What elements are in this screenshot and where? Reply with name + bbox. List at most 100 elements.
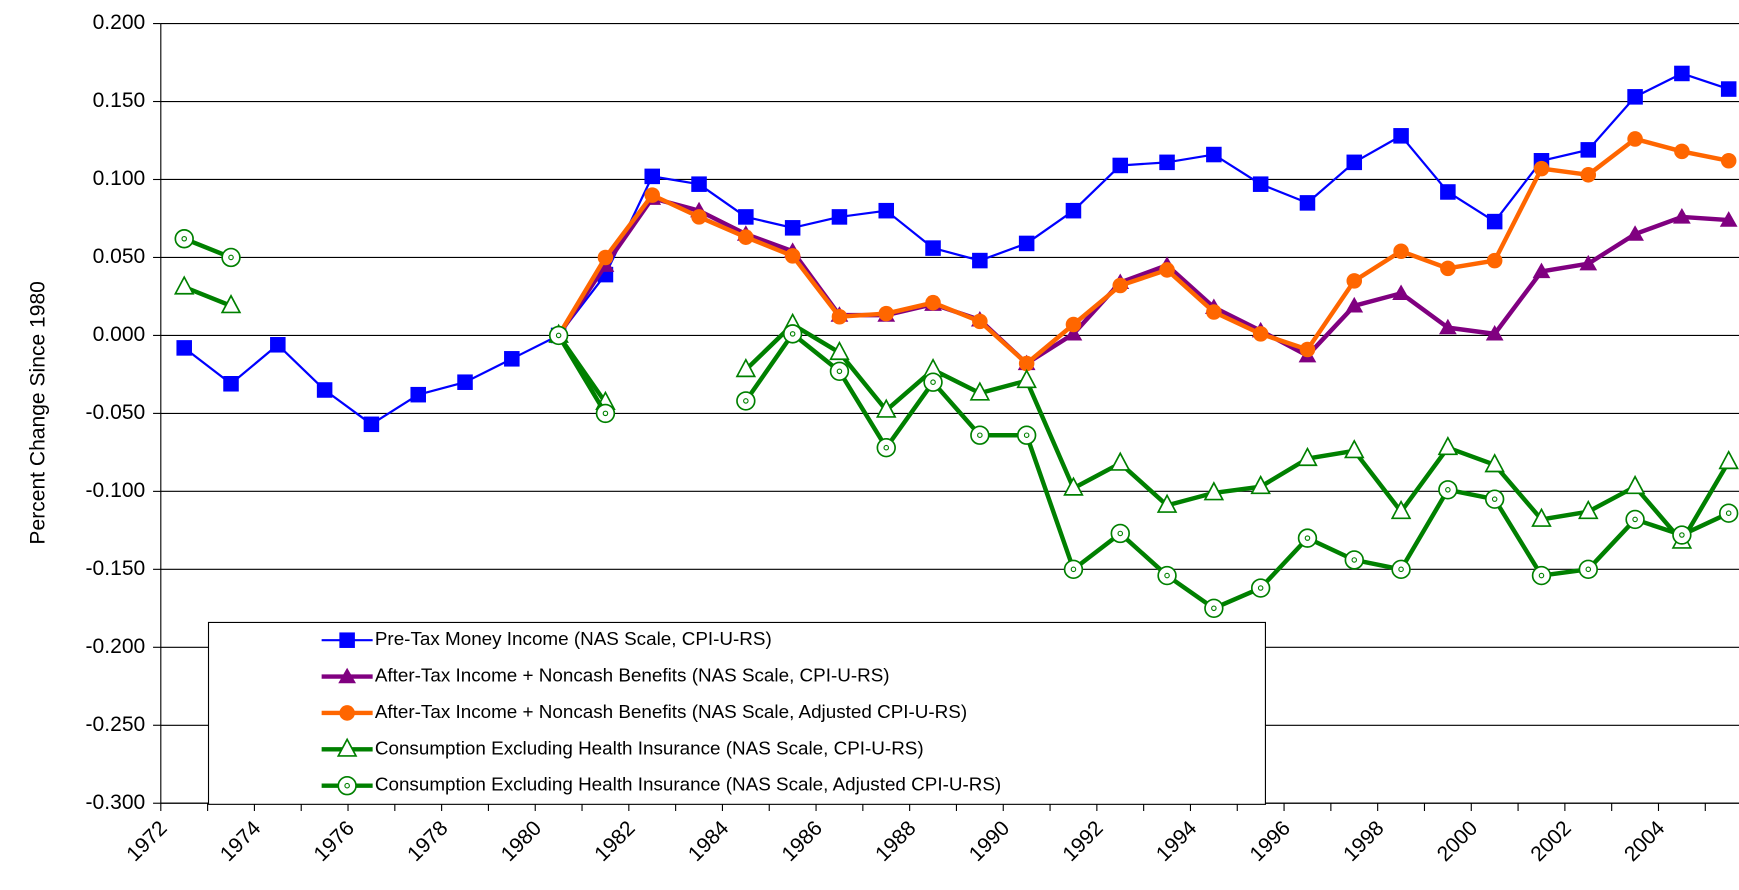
marker-dot [1164,572,1170,579]
marker [1345,296,1364,313]
marker [1110,523,1130,544]
y-tick-label: -0.050 [86,401,146,424]
marker [316,382,333,398]
marker [784,220,801,236]
marker [875,398,897,418]
marker [925,240,941,256]
legend-label: Consumption Excluding Health Insurance (… [375,737,924,758]
marker [1580,142,1597,158]
marker [1206,304,1222,320]
marker [782,324,803,344]
marker [1579,254,1598,271]
series [550,131,1737,372]
marker [1156,493,1178,513]
marker [1065,316,1082,333]
marker [1299,341,1316,358]
marker [970,425,990,445]
series-line [183,72,1730,426]
marker [878,305,895,322]
marker-dot [1023,432,1030,438]
marker-dot [1257,585,1264,591]
legend-label: Consumption Excluding Health Insurance (… [375,774,1001,795]
marker [1390,499,1412,520]
marker [1064,324,1083,341]
marker [735,357,757,378]
marker [1440,260,1456,277]
marker [1720,153,1737,169]
marker [1578,499,1599,520]
y-tick-label: -0.300 [86,791,146,814]
marker [738,209,754,225]
marker [1718,503,1739,523]
marker [220,294,242,314]
marker [829,361,850,381]
marker-dot [977,432,983,438]
marker [923,372,943,392]
marker [1720,81,1737,97]
legend-label: After-Tax Income + Noncash Benefits (NAS… [375,665,890,686]
marker [1440,184,1456,200]
marker [1250,474,1271,495]
marker [1344,439,1365,459]
marker-dot [602,410,609,417]
marker-dot [1398,566,1404,573]
legend-box [207,621,1266,805]
marker [1018,355,1035,372]
marker [1485,324,1504,341]
marker [878,202,895,219]
marker [457,374,473,390]
marker [1112,277,1129,294]
marker-dot [1491,496,1498,502]
legend-label: Pre-Tax Money Income (NAS Scale, CPI-U-R… [375,628,772,649]
marker [1626,225,1644,241]
marker-dot [1538,572,1545,579]
marker [691,209,707,225]
y-tick-label: 0.100 [93,167,146,190]
series [174,229,1739,619]
marker [595,403,616,424]
y-tick-label: -0.150 [86,557,146,580]
marker [1532,262,1551,279]
marker-dot [1725,510,1732,516]
marker-dot [555,332,562,339]
marker [1063,476,1084,496]
marker [1063,559,1084,580]
marker [173,275,195,295]
marker [504,351,520,367]
legend-label: After-Tax Income + Noncash Benefits (NAS… [375,701,967,722]
marker-dot [1585,566,1592,573]
marker [1533,160,1550,177]
marker [1018,235,1035,252]
marker-dot [1632,516,1638,523]
y-tick-label: -0.200 [86,635,146,658]
y-tick-label: -0.100 [86,479,146,502]
marker [1486,213,1503,230]
marker [1674,65,1690,82]
marker [1016,368,1037,389]
series-line [556,195,1729,366]
marker [1437,435,1459,456]
marker [1625,509,1645,530]
marker [972,252,988,269]
marker [176,340,192,356]
marker [337,775,357,796]
marker [1016,425,1037,445]
marker [1065,202,1082,219]
marker-dot [743,398,749,404]
marker-dot [1304,535,1311,541]
marker [221,247,241,268]
marker [1531,507,1552,527]
marker [270,337,286,353]
marker [644,168,660,185]
marker-dot [344,782,350,789]
marker-dot [181,235,187,242]
marker [1627,89,1643,105]
marker [644,187,660,203]
marker [1393,128,1409,144]
marker [1344,550,1364,570]
marker [1674,143,1690,160]
marker [1673,208,1691,224]
marker [1486,252,1503,269]
plot [173,65,1739,619]
